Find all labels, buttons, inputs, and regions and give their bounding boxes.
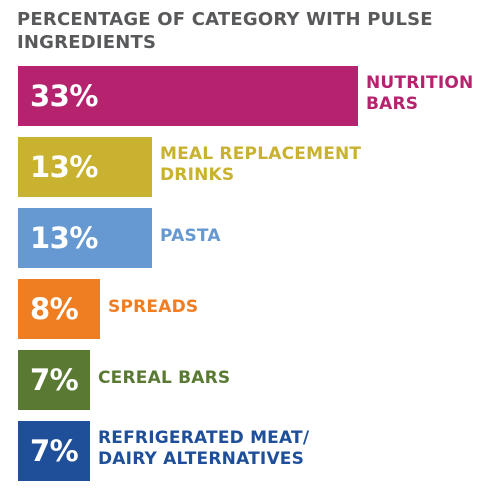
bar-value-label: 7% [30,363,79,397]
category-label-meal-replacement-drinks: MEAL REPLACEMENT DRINKS [160,144,362,185]
bar-value-label: 8% [30,292,79,326]
bar-refrigerated-meat-dairy-alternatives: 7% [18,421,90,481]
bar-nutrition-bars: 33% [18,66,358,126]
bar-spreads: 8% [18,279,100,339]
category-label-refrigerated-meat-dairy-alternatives: REFRIGERATED MEAT/DAIRY ALTERNATIVES [98,428,310,469]
category-label-spreads: SPREADS [108,296,199,317]
category-label-nutrition-bars: NUTRITION BARS [366,73,474,114]
bar-value-label: 33% [30,79,98,113]
category-label-pasta: PASTA [160,225,221,246]
bar-cereal-bars: 7% [18,350,90,410]
bar-value-label: 7% [30,434,79,468]
category-label-cereal-bars: CEREAL BARS [98,367,231,388]
bar-value-label: 13% [30,221,98,255]
bar-value-label: 13% [30,150,98,184]
bar-pasta: 13% [18,208,152,268]
bar-meal-replacement-drinks: 13% [18,137,152,197]
chart-title: PERCENTAGE OF CATEGORY WITH PULSE INGRED… [17,9,433,53]
